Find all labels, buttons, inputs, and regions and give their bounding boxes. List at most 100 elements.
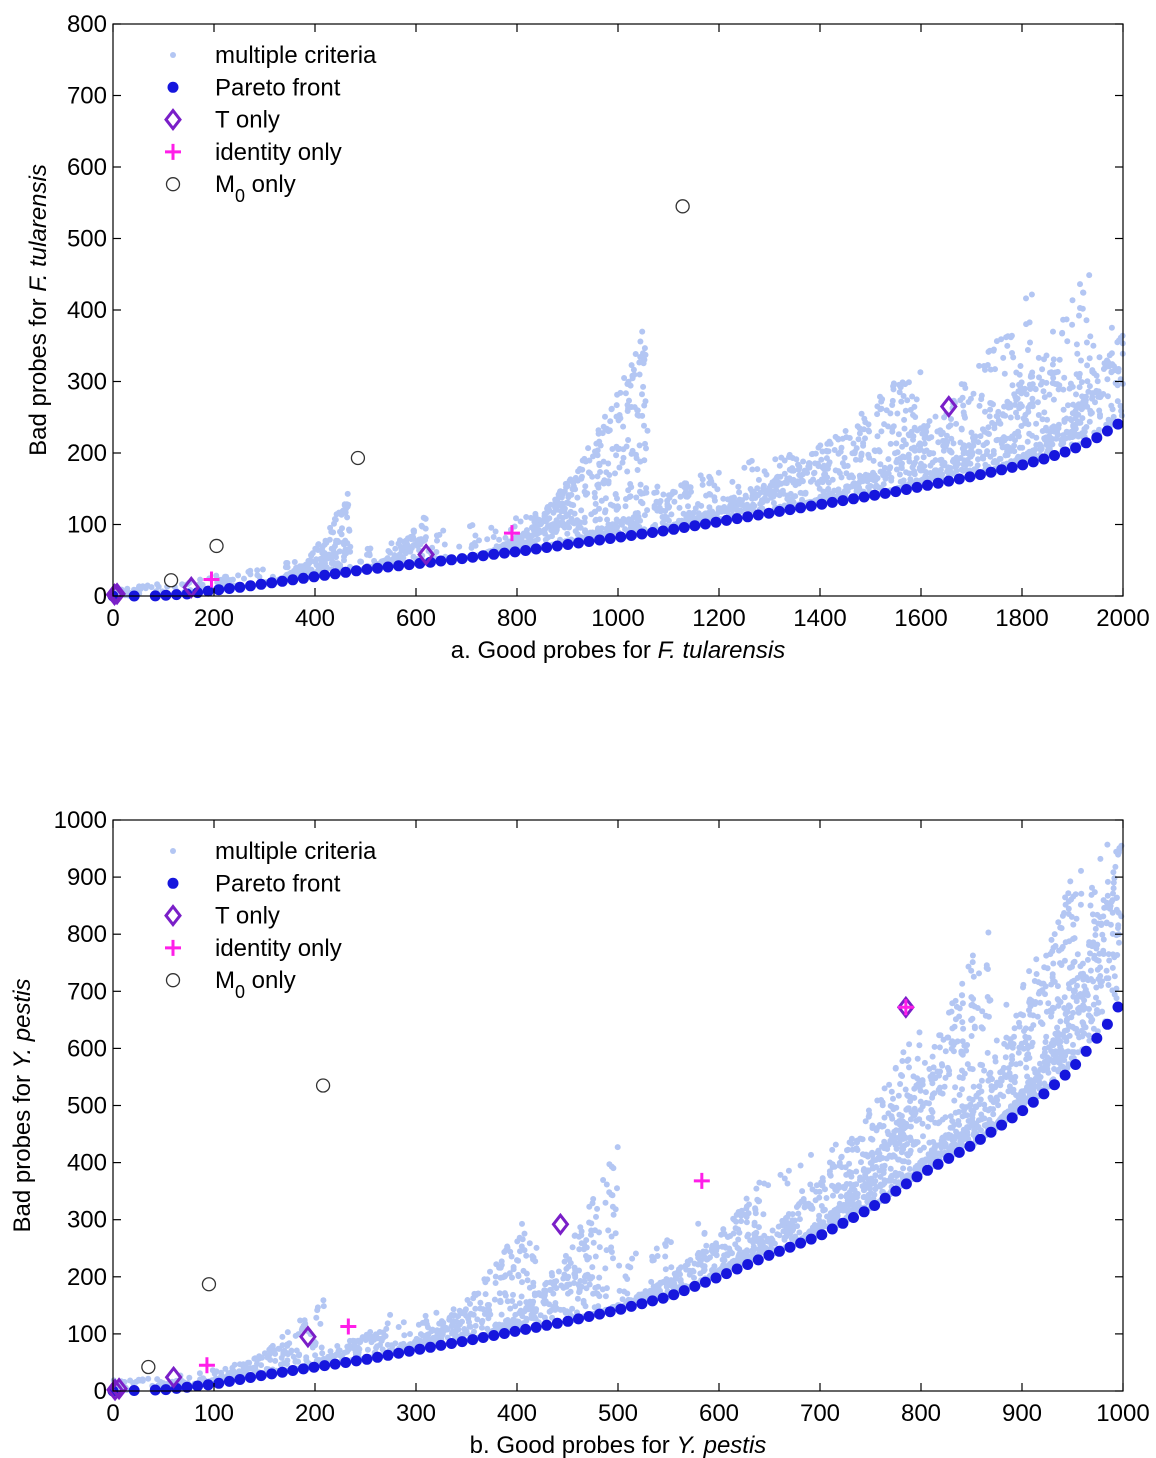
cloud-point bbox=[959, 992, 966, 999]
cloud-point bbox=[509, 1274, 515, 1281]
pareto-point bbox=[245, 580, 256, 592]
cloud-point bbox=[400, 1319, 407, 1326]
cloud-point bbox=[575, 524, 582, 531]
cloud-point bbox=[1083, 424, 1090, 430]
cloud-point bbox=[1108, 369, 1115, 376]
cloud-point bbox=[572, 1270, 578, 1277]
cloud-point bbox=[543, 518, 550, 525]
cloud-point bbox=[947, 1113, 954, 1120]
cloud-point bbox=[1087, 333, 1094, 340]
cloud-point bbox=[1104, 393, 1111, 400]
cloud-point bbox=[627, 1264, 634, 1271]
cloud-point bbox=[357, 1337, 364, 1344]
cloud-point bbox=[590, 1239, 597, 1246]
cloud-point bbox=[881, 464, 888, 471]
cloud-point bbox=[271, 1350, 278, 1357]
cloud-point bbox=[874, 411, 881, 418]
cloud-point bbox=[978, 396, 985, 403]
cloud-point bbox=[354, 1344, 361, 1351]
cloud-point bbox=[586, 470, 593, 477]
cloud-point bbox=[574, 1295, 581, 1302]
cloud-point bbox=[1086, 355, 1093, 362]
cloud-point bbox=[913, 1117, 920, 1124]
pareto-point bbox=[742, 511, 754, 523]
cloud-point bbox=[837, 1193, 844, 1200]
cloud-point bbox=[929, 1053, 936, 1060]
cloud-point bbox=[521, 1247, 528, 1254]
cloud-point bbox=[591, 489, 598, 496]
cloud-point bbox=[213, 1368, 220, 1375]
cloud-point bbox=[450, 1306, 457, 1313]
cloud-point bbox=[877, 468, 884, 475]
cloud-point bbox=[921, 435, 928, 442]
cloud-point bbox=[566, 519, 572, 526]
cloud-point bbox=[602, 509, 608, 516]
cloud-point bbox=[950, 440, 957, 447]
cloud-point bbox=[984, 448, 991, 455]
cloud-point bbox=[513, 515, 519, 522]
cloud-point bbox=[752, 1230, 759, 1237]
pareto-point bbox=[932, 477, 944, 489]
cloud-point bbox=[344, 514, 351, 521]
cloud-point bbox=[577, 1224, 584, 1231]
cloud-point bbox=[902, 407, 909, 414]
cloud-point bbox=[521, 1230, 528, 1237]
cloud-point bbox=[743, 1195, 750, 1202]
cloud-point bbox=[910, 412, 916, 418]
cloud-point bbox=[812, 450, 819, 457]
cloud-point bbox=[703, 1242, 710, 1249]
cloud-point bbox=[414, 1336, 421, 1343]
cloud-point bbox=[895, 1092, 902, 1099]
pareto-point bbox=[848, 493, 859, 505]
cloud-point bbox=[857, 474, 864, 481]
cloud-point bbox=[931, 1043, 938, 1050]
cloud-point bbox=[1060, 406, 1067, 413]
cloud-point bbox=[1100, 391, 1107, 397]
cloud-point bbox=[724, 1234, 731, 1240]
cloud-point bbox=[968, 429, 975, 436]
cloud-point bbox=[383, 1325, 390, 1332]
cloud-point bbox=[853, 1168, 860, 1175]
cloud-point bbox=[1060, 432, 1067, 439]
cloud-point bbox=[471, 540, 478, 546]
cloud-point bbox=[695, 1220, 702, 1227]
cloud-point bbox=[956, 1005, 963, 1012]
cloud-point bbox=[517, 518, 524, 525]
cloud-point bbox=[940, 447, 947, 454]
cloud-point bbox=[835, 450, 842, 457]
cloud-point bbox=[1061, 416, 1068, 423]
cloud-point bbox=[259, 566, 266, 573]
pareto-point bbox=[752, 509, 764, 521]
cloud-point bbox=[909, 393, 916, 400]
cloud-point bbox=[855, 488, 862, 495]
cloud-point bbox=[753, 1185, 760, 1192]
cloud-point bbox=[599, 430, 606, 437]
cloud-point bbox=[545, 534, 552, 541]
cloud-point bbox=[644, 427, 651, 434]
cloud-point bbox=[572, 1232, 579, 1239]
pareto-point bbox=[1017, 459, 1029, 471]
cloud-point bbox=[267, 1356, 274, 1363]
cloud-point bbox=[634, 467, 641, 473]
cloud-point bbox=[741, 464, 748, 471]
cloud-point bbox=[766, 484, 773, 491]
cloud-point bbox=[586, 1219, 593, 1226]
pareto-point bbox=[869, 489, 881, 501]
y-tick-label: 300 bbox=[67, 369, 107, 396]
cloud-point bbox=[890, 380, 897, 387]
y-tick-label: 700 bbox=[67, 83, 107, 110]
cloud-point bbox=[291, 559, 298, 565]
cloud-point bbox=[968, 1002, 975, 1009]
cloud-point bbox=[831, 1163, 838, 1170]
multiple-criteria-points bbox=[112, 272, 1126, 599]
cloud-point bbox=[588, 1231, 594, 1238]
cloud-point bbox=[537, 1312, 544, 1319]
cloud-point bbox=[778, 454, 785, 461]
cloud-point bbox=[622, 390, 629, 397]
cloud-point bbox=[952, 1016, 959, 1023]
cloud-point bbox=[1076, 374, 1083, 381]
cloud-point bbox=[623, 443, 630, 450]
cloud-point bbox=[254, 567, 261, 574]
cloud-point bbox=[626, 494, 633, 500]
cloud-point bbox=[865, 451, 872, 458]
